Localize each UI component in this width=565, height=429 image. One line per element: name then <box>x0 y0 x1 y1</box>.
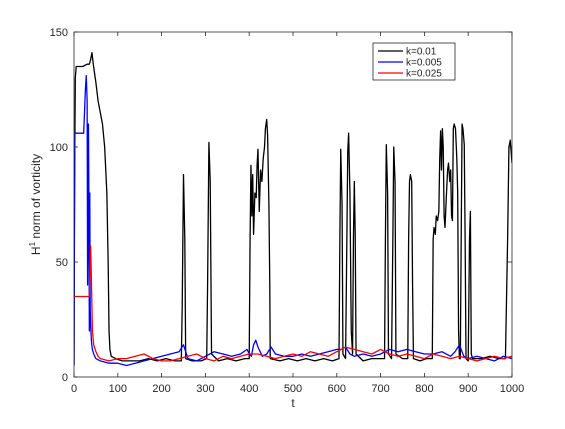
plot-area <box>73 31 513 378</box>
x-tick-label: 700 <box>371 383 389 395</box>
y-tick-label: 0 <box>62 372 68 384</box>
x-axis-ticks: 0 100 200 300 400 500 600 700 800 900 1000 <box>71 32 524 395</box>
x-tick-label: 200 <box>152 383 170 395</box>
legend-entry-1: k=0.01 <box>406 47 437 58</box>
legend-entry-3: k=0.025 <box>406 69 442 80</box>
y-axis-label-superscript: 1 <box>28 241 37 246</box>
x-tick-label: 0 <box>71 383 77 395</box>
x-axis-label: t <box>291 396 295 410</box>
series-group <box>74 52 512 367</box>
y-axis-label-rest: norm of vorticity <box>29 154 43 242</box>
y-tick-label: 50 <box>56 257 68 269</box>
x-tick-label: 600 <box>328 383 346 395</box>
legend-entry-2: k=0.005 <box>406 58 442 69</box>
x-tick-label: 900 <box>459 383 477 395</box>
x-tick-label: 100 <box>109 383 127 395</box>
x-tick-label: 500 <box>284 383 302 395</box>
x-tick-label: 300 <box>196 383 214 395</box>
y-tick-label: 100 <box>50 142 68 154</box>
x-tick-label: 1000 <box>500 383 524 395</box>
series-line-1 <box>74 52 512 366</box>
y-axis-label: H1 norm of vorticity <box>28 154 43 255</box>
y-tick-label: 150 <box>50 27 68 39</box>
series-line-3 <box>74 245 512 362</box>
x-tick-label: 400 <box>240 383 258 395</box>
y-axis-ticks: 0 50 100 150 <box>50 27 512 384</box>
y-axis-label-base: H <box>29 246 43 255</box>
x-tick-label: 800 <box>415 383 433 395</box>
